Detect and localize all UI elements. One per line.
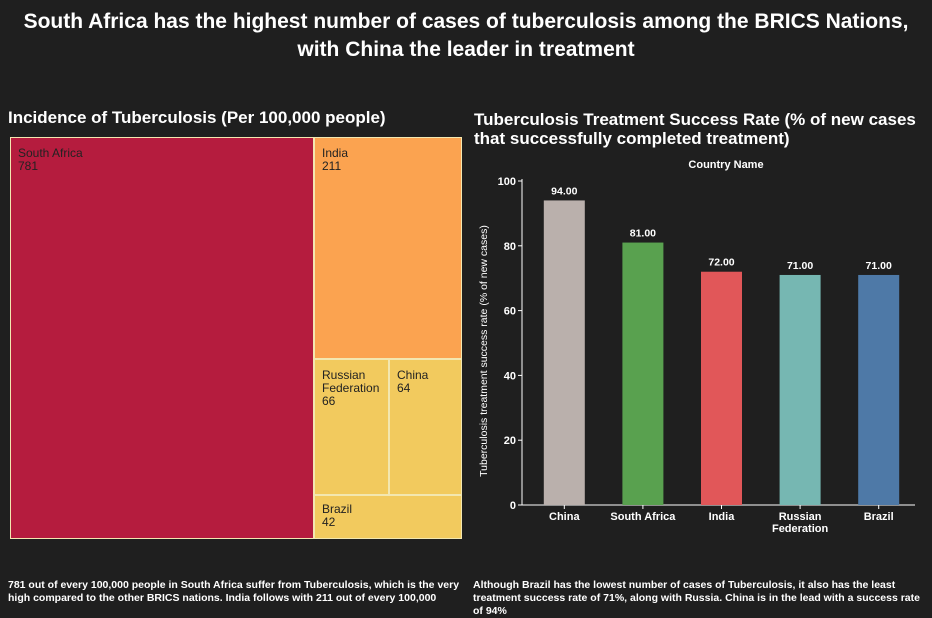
treemap: South Africa 781 India 211 Russian Feder… (10, 137, 462, 539)
x-tick-label: Russian (779, 511, 822, 523)
treemap-cell-china[interactable]: China 64 (389, 359, 462, 495)
y-tick-label: 100 (498, 176, 516, 188)
data-label: 81.00 (630, 228, 656, 240)
treemap-cell-label: South Africa (18, 146, 83, 160)
data-label: 71.00 (866, 260, 892, 272)
treemap-cell-value: 211 (322, 159, 342, 173)
y-tick-label: 80 (504, 241, 516, 253)
x-tick-label: China (549, 511, 580, 523)
caption-right: Although Brazil has the lowest number of… (473, 579, 920, 617)
treemap-title: Incidence of Tuberculosis (Per 100,000 p… (8, 108, 386, 127)
y-tick-label: 60 (504, 306, 516, 318)
x-tick-label: South Africa (610, 511, 676, 523)
treemap-cell-label: China (397, 368, 429, 382)
y-axis-label: Tuberculosis treatment success rate (% o… (478, 225, 490, 477)
bar-brazil (858, 274, 900, 505)
bar-south-africa (622, 242, 664, 505)
y-tick-label: 40 (504, 370, 516, 382)
data-label: 71.00 (787, 260, 813, 272)
data-label: 72.00 (708, 257, 734, 269)
bar-india (701, 271, 742, 505)
y-tick-label: 0 (510, 500, 516, 512)
treemap-cell-label: Brazil (322, 502, 353, 516)
y-tick-label: 20 (504, 435, 516, 447)
treemap-cell-russian-federation[interactable]: Russian Federation 66 (314, 359, 389, 495)
treemap-cell-india[interactable]: India 211 (314, 137, 462, 359)
x-tick-label: Brazil (864, 511, 894, 523)
treemap-cell-value: 781 (18, 159, 39, 173)
bar-chart-title: Tuberculosis Treatment Success Rate (% o… (474, 110, 916, 148)
treemap-cell-value: 64 (397, 381, 411, 395)
treemap-cell-value: 66 (322, 394, 336, 408)
bar-china (543, 200, 585, 505)
x-tick-label: Federation (772, 523, 829, 535)
caption-left: 781 out of every 100,000 people in South… (8, 579, 460, 604)
treemap-cell-label: Russian Federation (322, 368, 380, 395)
bar-chart: Country Name Tuberculosis treatment succe… (478, 159, 915, 535)
main-title: South Africa has the highest number of c… (23, 10, 909, 61)
data-label: 94.00 (551, 185, 577, 197)
legend-title: Country Name (688, 159, 763, 171)
treemap-cell-brazil[interactable]: Brazil 42 (314, 495, 462, 539)
x-tick-label: India (709, 511, 736, 523)
bar-russian-federation (779, 274, 821, 505)
treemap-cell-label: India (322, 146, 349, 160)
treemap-cell-value: 42 (322, 515, 336, 529)
treemap-cell-south-africa[interactable]: South Africa 781 (10, 137, 314, 539)
